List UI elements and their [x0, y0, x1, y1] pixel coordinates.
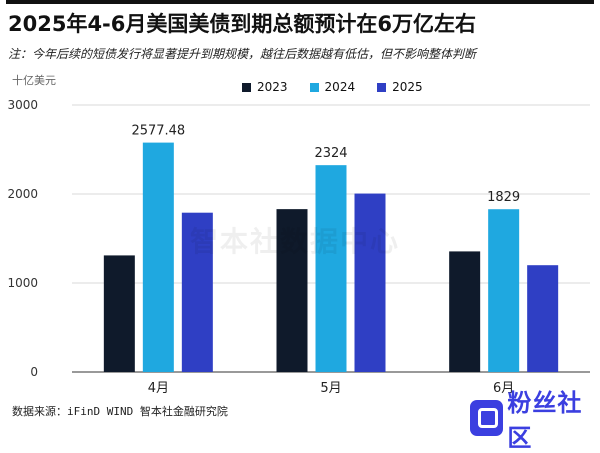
- legend-label-2025: 2025: [392, 80, 423, 94]
- bar-2023-0: [103, 255, 135, 372]
- bar-2025-0: [181, 212, 213, 372]
- data-label: 1829: [487, 190, 520, 205]
- legend-label-2023: 2023: [257, 80, 288, 94]
- top-rule: [6, 0, 594, 4]
- x-tick-label: 4月: [148, 381, 169, 396]
- bar-2023-1: [276, 209, 308, 372]
- data-label: 2324: [314, 146, 347, 161]
- bar-chart: 0 1000 2000 3000 2577.48 4月 2324 5月 1829 6月: [7, 98, 590, 396]
- legend-item-2025: 2025: [377, 80, 423, 94]
- bar-2025-1: [354, 193, 386, 372]
- bar-2023-2: [449, 251, 481, 372]
- x-tick-label: 6月: [493, 381, 514, 396]
- community-logo: 粉丝社区: [470, 383, 600, 453]
- y-tick-label: 2000: [7, 187, 38, 201]
- legend-swatch-2024: [309, 82, 319, 92]
- watermark: 智本社数据中心: [190, 225, 401, 258]
- y-tick-label: 1000: [7, 276, 38, 290]
- chart-subtitle: 注：今年后续的短债发行将显著提升到期规模，越往后数据越有低估，但不影响整体判断: [8, 47, 477, 61]
- bar-2024-1: [315, 165, 347, 372]
- legend-swatch-2025: [377, 82, 387, 92]
- chart-title: 2025年4-6月美国美债到期总额预计在6万亿左右: [8, 12, 476, 36]
- bar-2024-0: [142, 142, 174, 372]
- source-note: 数据来源：iFinD WIND 智本社金融研究院: [12, 405, 228, 418]
- unit-label: 十亿美元: [12, 74, 56, 87]
- x-tick-label: 5月: [320, 381, 341, 396]
- legend-item-2023: 2023: [242, 80, 288, 94]
- community-logo-text: 粉丝社区: [507, 389, 583, 452]
- legend: 2023 2024 2025: [242, 80, 423, 94]
- data-label: 2577.48: [131, 124, 185, 139]
- legend-label-2024: 2024: [324, 80, 356, 94]
- bar-2025-2: [527, 265, 559, 372]
- legend-item-2024: 2024: [309, 80, 356, 94]
- y-tick-label: 3000: [7, 98, 38, 112]
- community-logo-icon: [470, 400, 504, 436]
- legend-swatch-2023: [242, 82, 251, 92]
- y-tick-label: 0: [30, 365, 38, 379]
- bar-2024-2: [488, 209, 520, 372]
